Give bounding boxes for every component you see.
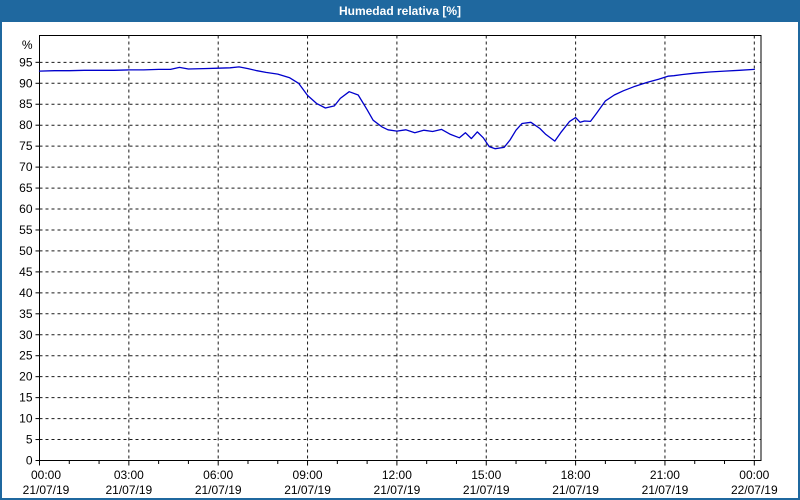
y-tick-label-85: 85: [19, 97, 33, 111]
x-tick-time-6: 06:00: [203, 468, 233, 482]
y-tick-label-50: 50: [19, 244, 33, 258]
x-tick-date-9: 21/07/19: [284, 483, 331, 497]
humidity-series-line: [38, 66, 755, 150]
y-tick-label-60: 60: [19, 202, 33, 216]
x-tick-date-3: 21/07/19: [105, 483, 152, 497]
y-tick-label-75: 75: [19, 139, 33, 153]
y-tick-label-20: 20: [19, 370, 33, 384]
x-tick-time-15: 15:00: [471, 468, 501, 482]
y-tick-label-35: 35: [19, 307, 33, 321]
y-tick-label-55: 55: [19, 223, 33, 237]
title-bar: Humedad relativa [%]: [0, 0, 800, 22]
x-tick-time-9: 09:00: [293, 468, 323, 482]
y-tick-label-40: 40: [19, 286, 33, 300]
x-tick-date-18: 21/07/19: [552, 483, 599, 497]
chart-title: Humedad relativa [%]: [338, 4, 462, 18]
x-tick-date-21: 21/07/19: [642, 483, 689, 497]
x-tick-time-0: 00:00: [31, 468, 61, 482]
x-tick-time-21: 21:00: [650, 468, 680, 482]
y-tick-label-90: 90: [19, 76, 33, 90]
y-tick-label-70: 70: [19, 160, 33, 174]
y-tick-label-25: 25: [19, 349, 33, 363]
plot-area: [39, 35, 762, 461]
x-tick-time-24: 00:00: [739, 468, 769, 482]
x-tick-date-15: 21/07/19: [463, 483, 510, 497]
x-tick-date-24: 22/07/19: [731, 483, 778, 497]
x-tick-date-12: 21/07/19: [374, 483, 421, 497]
x-tick-date-6: 21/07/19: [195, 483, 242, 497]
y-axis-unit-label: %: [22, 38, 33, 52]
y-tick-label-10: 10: [19, 412, 33, 426]
y-tick-label-0: 0: [26, 454, 33, 468]
y-tick-label-15: 15: [19, 391, 33, 405]
y-tick-label-95: 95: [19, 55, 33, 69]
x-tick-time-18: 18:00: [561, 468, 591, 482]
y-tick-label-80: 80: [19, 118, 33, 132]
x-tick-date-0: 21/07/19: [23, 483, 70, 497]
x-tick-time-12: 12:00: [382, 468, 412, 482]
y-tick-label-5: 5: [26, 433, 33, 447]
x-tick-time-3: 03:00: [114, 468, 144, 482]
y-tick-label-65: 65: [19, 181, 33, 195]
y-tick-label-30: 30: [19, 328, 33, 342]
y-tick-label-45: 45: [19, 265, 33, 279]
